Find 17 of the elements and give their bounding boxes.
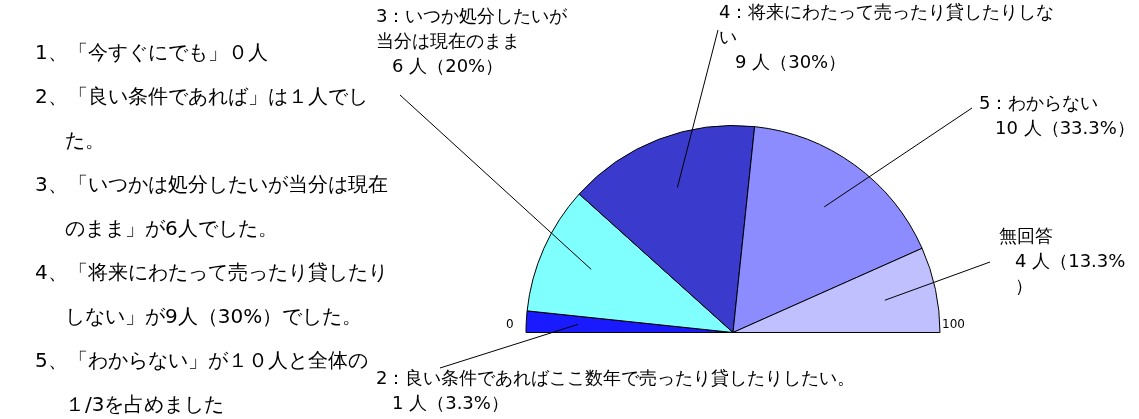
text: 3、「いつかは処分したいが当分は現在のまま」が6人でした。 bbox=[35, 171, 389, 242]
data-label: 4 人（13.3%） bbox=[1015, 249, 1126, 296]
text: 4、「将来にわたって売ったり貸したりしない」が9人（30%）でした。 bbox=[35, 259, 389, 330]
text: 2、「良い条件であれば」は１人でした。 bbox=[35, 83, 369, 154]
data-label: 10 人（33.3%） bbox=[995, 116, 1135, 138]
slice-label: 4：将来にわたって売ったり貸したりしない bbox=[719, 0, 1055, 47]
data-label: 1 人（3.3%） bbox=[392, 391, 509, 413]
text: 5、「わからない」が１０人と全体の１/3を占めました bbox=[35, 348, 368, 416]
data-label: 9 人（30%） bbox=[735, 50, 847, 72]
text: 100 bbox=[942, 316, 965, 331]
slice-label: 5：わからない bbox=[979, 91, 1099, 113]
slice-label: 無回答 bbox=[999, 224, 1053, 246]
data-label: 6 人（20%） bbox=[392, 54, 504, 76]
text: 0 bbox=[506, 316, 514, 331]
slice-label: 2：良い条件であればここ数年で売ったり貸したりしたい。 bbox=[376, 366, 856, 388]
slice-label: 3：いつか処分したいが当分は現在のまま bbox=[376, 4, 569, 51]
text: 1、「今すぐにでも」０人 bbox=[35, 40, 268, 64]
